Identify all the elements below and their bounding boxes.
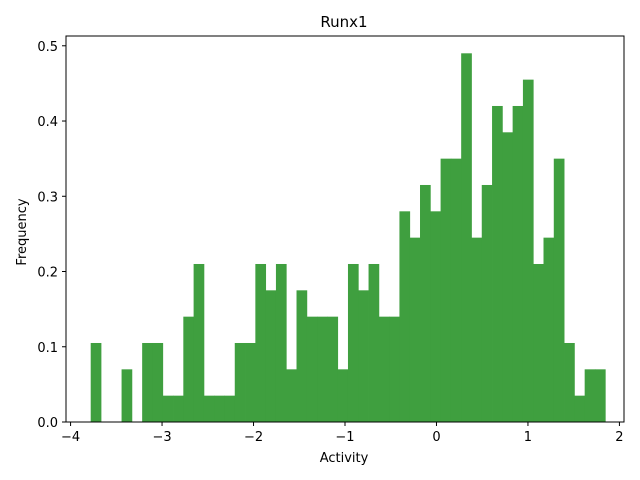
axes-group: −4 −3 −2 −1 0 1 2 0.0 0.1 0.2 0.3 0.4 0.5 <box>37 35 625 445</box>
histogram-bar <box>224 395 236 422</box>
histogram-bar <box>594 369 606 422</box>
histogram-bar <box>522 79 534 422</box>
histogram-bar <box>450 158 462 422</box>
histogram-bar <box>183 316 195 422</box>
histogram-bar <box>358 290 369 422</box>
histogram-bar <box>502 132 514 422</box>
histogram-bar <box>409 237 421 422</box>
histogram-bar <box>399 211 411 422</box>
histogram-bar <box>420 184 431 422</box>
histogram-bar <box>574 395 586 422</box>
histogram-bar <box>162 395 174 422</box>
histogram-bar <box>327 316 339 422</box>
histogram-bar <box>564 342 575 422</box>
histogram-bar <box>512 105 524 422</box>
x-tick-label: −3 <box>152 430 171 445</box>
x-tick-label: −4 <box>61 430 80 445</box>
y-tick-label: 0.4 <box>37 115 58 130</box>
x-tick-label: 1 <box>524 430 532 445</box>
y-tick-label: 0.1 <box>37 341 58 356</box>
histogram-bar <box>286 369 297 422</box>
x-tick-label: 2 <box>615 430 623 445</box>
histogram-bar <box>430 211 441 422</box>
histogram-bar <box>492 105 503 422</box>
chart-title: Runx1 <box>320 13 367 31</box>
histogram-bar <box>471 237 483 422</box>
histogram-bar <box>296 290 308 422</box>
histogram-bar <box>389 316 400 422</box>
x-axis-label: Activity <box>320 451 369 466</box>
y-tick-label: 0.2 <box>37 266 58 281</box>
histogram-bar <box>337 369 349 422</box>
x-tick-label: −2 <box>244 430 263 445</box>
histogram-bar <box>203 395 215 422</box>
y-tick-label: 0.3 <box>37 190 58 205</box>
histogram-bar <box>152 342 164 422</box>
histogram-bar <box>245 342 256 422</box>
y-tick-label: 0.0 <box>37 416 58 431</box>
x-tick-label: 0 <box>432 430 440 445</box>
histogram-bar <box>533 263 544 422</box>
histogram-bar <box>142 342 153 422</box>
histogram-bar <box>255 263 267 422</box>
histogram-bar <box>543 237 555 422</box>
histogram-bar <box>306 316 318 422</box>
histogram-bar <box>193 263 205 422</box>
histogram-bar <box>378 316 390 422</box>
y-tick-label: 0.5 <box>37 40 58 55</box>
histogram-bar <box>440 158 452 422</box>
histogram-bar <box>481 184 493 422</box>
histogram-bar <box>317 316 328 422</box>
histogram-bar <box>90 342 102 422</box>
x-tick-label: −1 <box>335 430 354 445</box>
histogram-bar <box>553 158 565 422</box>
histogram-bar <box>368 263 380 422</box>
histogram-bar <box>275 263 287 422</box>
histogram-bar <box>214 395 225 422</box>
histogram-bar <box>461 53 472 423</box>
histogram-bar <box>584 369 596 422</box>
y-axis-label: Frequency <box>15 198 30 265</box>
histogram-bar <box>234 342 246 422</box>
bars-group <box>90 53 606 423</box>
histogram-bar <box>347 263 359 422</box>
histogram-bar <box>265 290 277 422</box>
histogram-bar <box>121 369 133 422</box>
histogram-bar <box>173 395 184 422</box>
